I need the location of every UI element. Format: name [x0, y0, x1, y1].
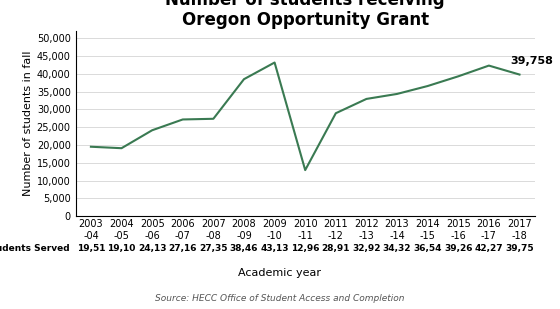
Text: 39,758: 39,758: [510, 56, 553, 66]
Y-axis label: Number of students in fall: Number of students in fall: [22, 51, 32, 196]
Text: 39,26: 39,26: [444, 244, 473, 253]
Text: 36,54: 36,54: [413, 244, 442, 253]
Text: 27,35: 27,35: [199, 244, 227, 253]
Text: 19,10: 19,10: [108, 244, 136, 253]
Text: Total Students Served: Total Students Served: [0, 244, 70, 253]
Text: 27,16: 27,16: [169, 244, 197, 253]
Text: 19,51: 19,51: [77, 244, 105, 253]
Text: 34,32: 34,32: [383, 244, 411, 253]
Text: 43,13: 43,13: [260, 244, 289, 253]
Text: 39,75: 39,75: [505, 244, 534, 253]
Text: 12,96: 12,96: [291, 244, 319, 253]
Title: Number of students receiving
Oregon Opportunity Grant: Number of students receiving Oregon Oppo…: [165, 0, 445, 29]
Text: 38,46: 38,46: [230, 244, 258, 253]
Text: 28,91: 28,91: [321, 244, 350, 253]
Text: Academic year: Academic year: [239, 269, 321, 278]
Text: Source: HECC Office of Student Access and Completion: Source: HECC Office of Student Access an…: [155, 294, 405, 303]
Text: 42,27: 42,27: [474, 244, 503, 253]
Text: 32,92: 32,92: [352, 244, 381, 253]
Text: 24,13: 24,13: [138, 244, 166, 253]
